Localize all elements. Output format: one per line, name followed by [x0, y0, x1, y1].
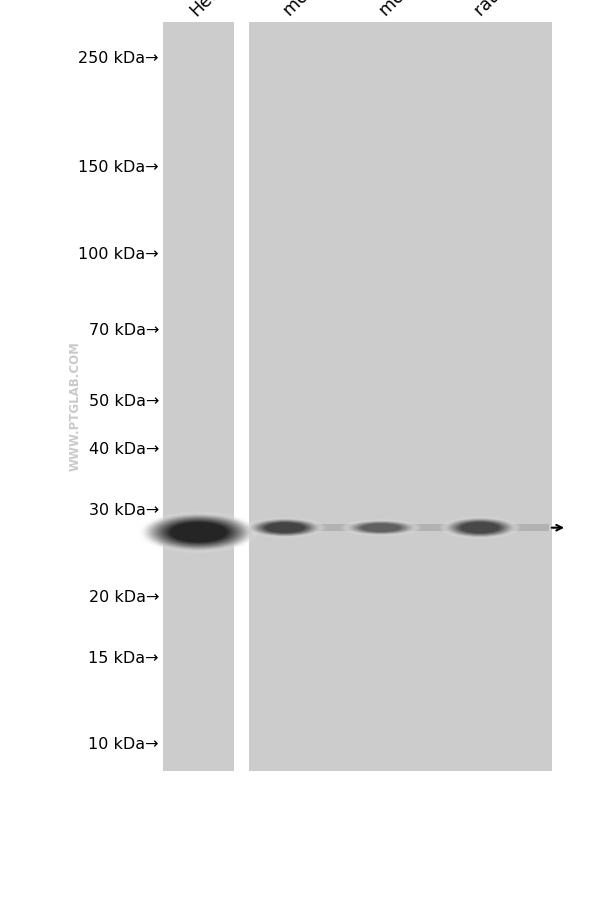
Ellipse shape	[251, 520, 319, 537]
Ellipse shape	[152, 517, 245, 548]
Text: rat brain: rat brain	[471, 0, 536, 20]
Ellipse shape	[145, 514, 253, 551]
Ellipse shape	[256, 520, 314, 536]
Ellipse shape	[259, 521, 311, 535]
Ellipse shape	[461, 522, 499, 533]
Ellipse shape	[354, 522, 408, 534]
Text: 40 kDa→: 40 kDa→	[89, 441, 159, 456]
Ellipse shape	[167, 521, 231, 544]
Ellipse shape	[344, 520, 418, 536]
Ellipse shape	[142, 512, 256, 553]
Text: 15 kDa→: 15 kDa→	[89, 650, 159, 666]
Ellipse shape	[260, 522, 310, 534]
Ellipse shape	[252, 520, 318, 537]
Ellipse shape	[246, 518, 324, 538]
Ellipse shape	[262, 522, 308, 534]
Text: 30 kDa→: 30 kDa→	[89, 502, 159, 518]
Ellipse shape	[361, 524, 401, 532]
Text: mouse brain: mouse brain	[280, 0, 370, 20]
Ellipse shape	[168, 522, 229, 543]
Ellipse shape	[341, 520, 421, 537]
Ellipse shape	[356, 523, 406, 533]
Ellipse shape	[455, 521, 505, 535]
Ellipse shape	[160, 519, 238, 547]
Ellipse shape	[253, 520, 317, 536]
Ellipse shape	[355, 523, 407, 533]
Bar	[252, 524, 549, 531]
Text: 150 kDa→: 150 kDa→	[79, 160, 159, 175]
Text: 100 kDa→: 100 kDa→	[79, 246, 159, 262]
Ellipse shape	[154, 517, 244, 548]
Text: 10 kDa→: 10 kDa→	[89, 737, 159, 751]
Ellipse shape	[453, 520, 507, 536]
Ellipse shape	[342, 520, 420, 537]
Ellipse shape	[440, 517, 520, 539]
Ellipse shape	[349, 521, 413, 535]
Ellipse shape	[147, 514, 251, 551]
Ellipse shape	[442, 518, 518, 538]
Ellipse shape	[343, 520, 419, 536]
Ellipse shape	[250, 519, 320, 538]
Ellipse shape	[454, 521, 506, 535]
Ellipse shape	[163, 520, 235, 545]
Ellipse shape	[452, 520, 508, 536]
Ellipse shape	[265, 523, 305, 533]
Text: HeLa: HeLa	[187, 0, 230, 20]
Ellipse shape	[170, 522, 227, 542]
Ellipse shape	[447, 519, 513, 538]
Ellipse shape	[158, 519, 240, 547]
Ellipse shape	[459, 522, 501, 534]
Ellipse shape	[350, 521, 412, 535]
Ellipse shape	[346, 520, 416, 536]
Ellipse shape	[140, 512, 258, 553]
Ellipse shape	[257, 521, 313, 535]
Ellipse shape	[143, 513, 254, 552]
Ellipse shape	[264, 523, 306, 533]
Ellipse shape	[449, 520, 511, 537]
Ellipse shape	[161, 520, 236, 546]
Ellipse shape	[348, 521, 414, 535]
Ellipse shape	[247, 519, 323, 538]
Ellipse shape	[445, 519, 515, 538]
Text: 20 kDa→: 20 kDa→	[89, 589, 159, 604]
Ellipse shape	[451, 520, 509, 537]
Ellipse shape	[151, 516, 247, 549]
Text: 70 kDa→: 70 kDa→	[89, 322, 159, 337]
Ellipse shape	[441, 517, 519, 539]
Text: 250 kDa→: 250 kDa→	[79, 51, 159, 66]
Text: WWW.PTGLAB.COM: WWW.PTGLAB.COM	[69, 341, 82, 471]
Ellipse shape	[263, 522, 307, 534]
Ellipse shape	[258, 521, 312, 535]
Ellipse shape	[245, 518, 325, 538]
Ellipse shape	[448, 520, 512, 537]
Ellipse shape	[457, 521, 503, 535]
Text: 50 kDa→: 50 kDa→	[89, 394, 159, 409]
Ellipse shape	[352, 522, 410, 534]
Ellipse shape	[443, 518, 517, 538]
Ellipse shape	[347, 521, 415, 535]
Bar	[249, 23, 552, 771]
Ellipse shape	[149, 515, 249, 550]
Ellipse shape	[458, 522, 502, 534]
Ellipse shape	[156, 518, 242, 548]
Ellipse shape	[164, 520, 233, 545]
Ellipse shape	[446, 519, 514, 538]
Ellipse shape	[138, 511, 260, 554]
Ellipse shape	[360, 524, 402, 532]
Ellipse shape	[353, 522, 409, 534]
Ellipse shape	[248, 519, 322, 538]
Text: mouse heart: mouse heart	[376, 0, 467, 20]
Ellipse shape	[254, 520, 316, 536]
Ellipse shape	[359, 523, 403, 533]
Ellipse shape	[358, 523, 404, 533]
Bar	[163, 23, 234, 771]
